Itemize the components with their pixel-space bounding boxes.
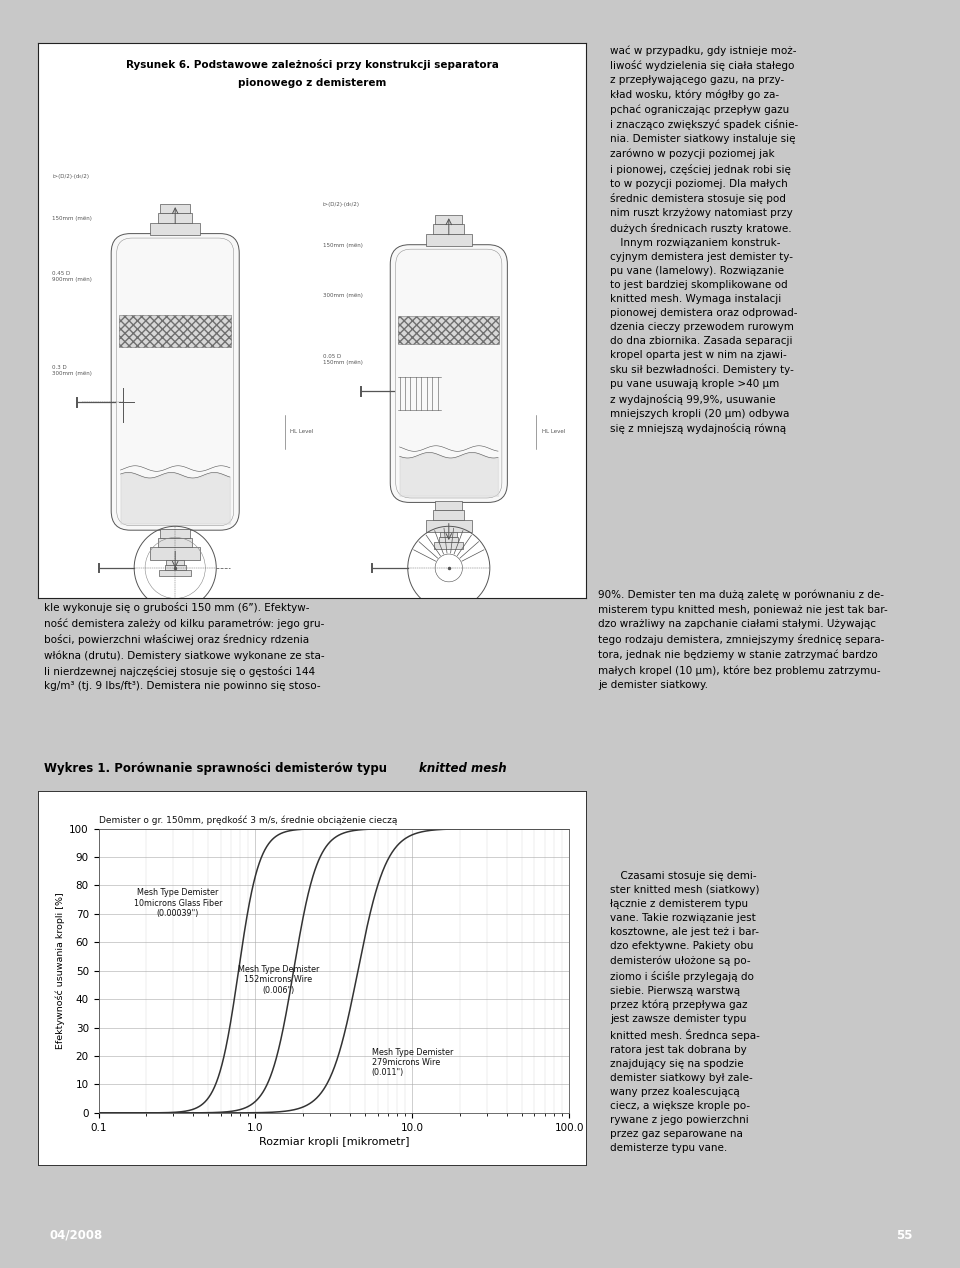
Text: wać w przypadku, gdy istnieje moż-
liwość wydzielenia się ciała stałego
z przepł: wać w przypadku, gdy istnieje moż- liwoś… bbox=[611, 46, 799, 434]
Bar bbox=[166, 559, 184, 564]
Bar bbox=[160, 529, 190, 538]
Bar bbox=[150, 548, 201, 559]
Bar bbox=[439, 536, 459, 541]
Bar bbox=[158, 213, 192, 222]
Y-axis label: Efektywność usuwania kropli [%]: Efektywność usuwania kropli [%] bbox=[56, 893, 65, 1049]
Bar bbox=[398, 316, 499, 344]
Text: 150mm (mën): 150mm (mën) bbox=[52, 216, 92, 221]
Text: 300mm (mën): 300mm (mën) bbox=[323, 293, 363, 298]
Bar bbox=[434, 541, 464, 549]
Bar bbox=[426, 520, 471, 531]
Bar bbox=[434, 224, 464, 233]
Bar bbox=[436, 501, 462, 511]
Bar bbox=[426, 233, 471, 246]
Bar bbox=[441, 531, 457, 536]
Text: Rysunek 6. Podstawowe zależności przy konstrukcji separatora: Rysunek 6. Podstawowe zależności przy ko… bbox=[126, 58, 498, 70]
Text: Mesh Type Demister
152microns Wire
(0.006"): Mesh Type Demister 152microns Wire (0.00… bbox=[238, 965, 319, 995]
Bar bbox=[158, 538, 192, 548]
Text: 0.05 D
150mm (mën): 0.05 D 150mm (mën) bbox=[323, 354, 363, 365]
Text: i>(D/2)·(d₆/2): i>(D/2)·(d₆/2) bbox=[52, 174, 89, 179]
Text: HL Level: HL Level bbox=[290, 430, 313, 435]
FancyBboxPatch shape bbox=[391, 245, 507, 502]
Text: 0.45 D
900mm (mën): 0.45 D 900mm (mën) bbox=[52, 271, 92, 281]
Text: 04/2008: 04/2008 bbox=[50, 1229, 103, 1241]
Bar bbox=[436, 216, 462, 224]
Text: 90%. Demister ten ma dużą zaletę w porównaniu z de-
misterem typu knitted mesh, : 90%. Demister ten ma dużą zaletę w porów… bbox=[598, 590, 888, 690]
Text: HL Level: HL Level bbox=[541, 430, 565, 435]
Text: Mesh Type Demister
10microns Glass Fiber
(0.00039"): Mesh Type Demister 10microns Glass Fiber… bbox=[133, 889, 222, 918]
Bar bbox=[119, 316, 231, 347]
Text: Czasami stosuje się demi-
ster knitted mesh (siatkowy)
łącznie z demisterem typu: Czasami stosuje się demi- ster knitted m… bbox=[611, 871, 760, 1154]
Text: pionowego z demisterem: pionowego z demisterem bbox=[238, 77, 386, 87]
Text: Demister o gr. 150mm, prędkość 3 m/s, średnie obciążenie cieczą: Demister o gr. 150mm, prędkość 3 m/s, śr… bbox=[99, 815, 397, 825]
Bar bbox=[164, 564, 186, 569]
Text: 55: 55 bbox=[897, 1229, 913, 1241]
Text: 150mm (mën): 150mm (mën) bbox=[323, 243, 363, 249]
Text: i>(D/2)·(d₆/2): i>(D/2)·(d₆/2) bbox=[323, 202, 360, 207]
FancyBboxPatch shape bbox=[111, 233, 239, 530]
Bar bbox=[159, 569, 191, 576]
X-axis label: Rozmiar kropli [mikrometr]: Rozmiar kropli [mikrometr] bbox=[258, 1137, 409, 1146]
Text: kle wykonuje się o grubości 150 mm (6”). Efektyw-
ność demistera zależy od kilku: kle wykonuje się o grubości 150 mm (6”).… bbox=[44, 602, 324, 691]
Text: 0.3 D
300mm (mën): 0.3 D 300mm (mën) bbox=[52, 365, 92, 377]
Bar bbox=[150, 222, 201, 235]
Bar bbox=[434, 511, 464, 520]
Text: knitted mesh: knitted mesh bbox=[419, 762, 506, 775]
Text: Mesh Type Demister
279microns Wire
(0.011"): Mesh Type Demister 279microns Wire (0.01… bbox=[372, 1047, 453, 1078]
Bar bbox=[160, 204, 190, 213]
Text: Wykres 1. Porównanie sprawności demisterów typu: Wykres 1. Porównanie sprawności demister… bbox=[44, 762, 391, 775]
